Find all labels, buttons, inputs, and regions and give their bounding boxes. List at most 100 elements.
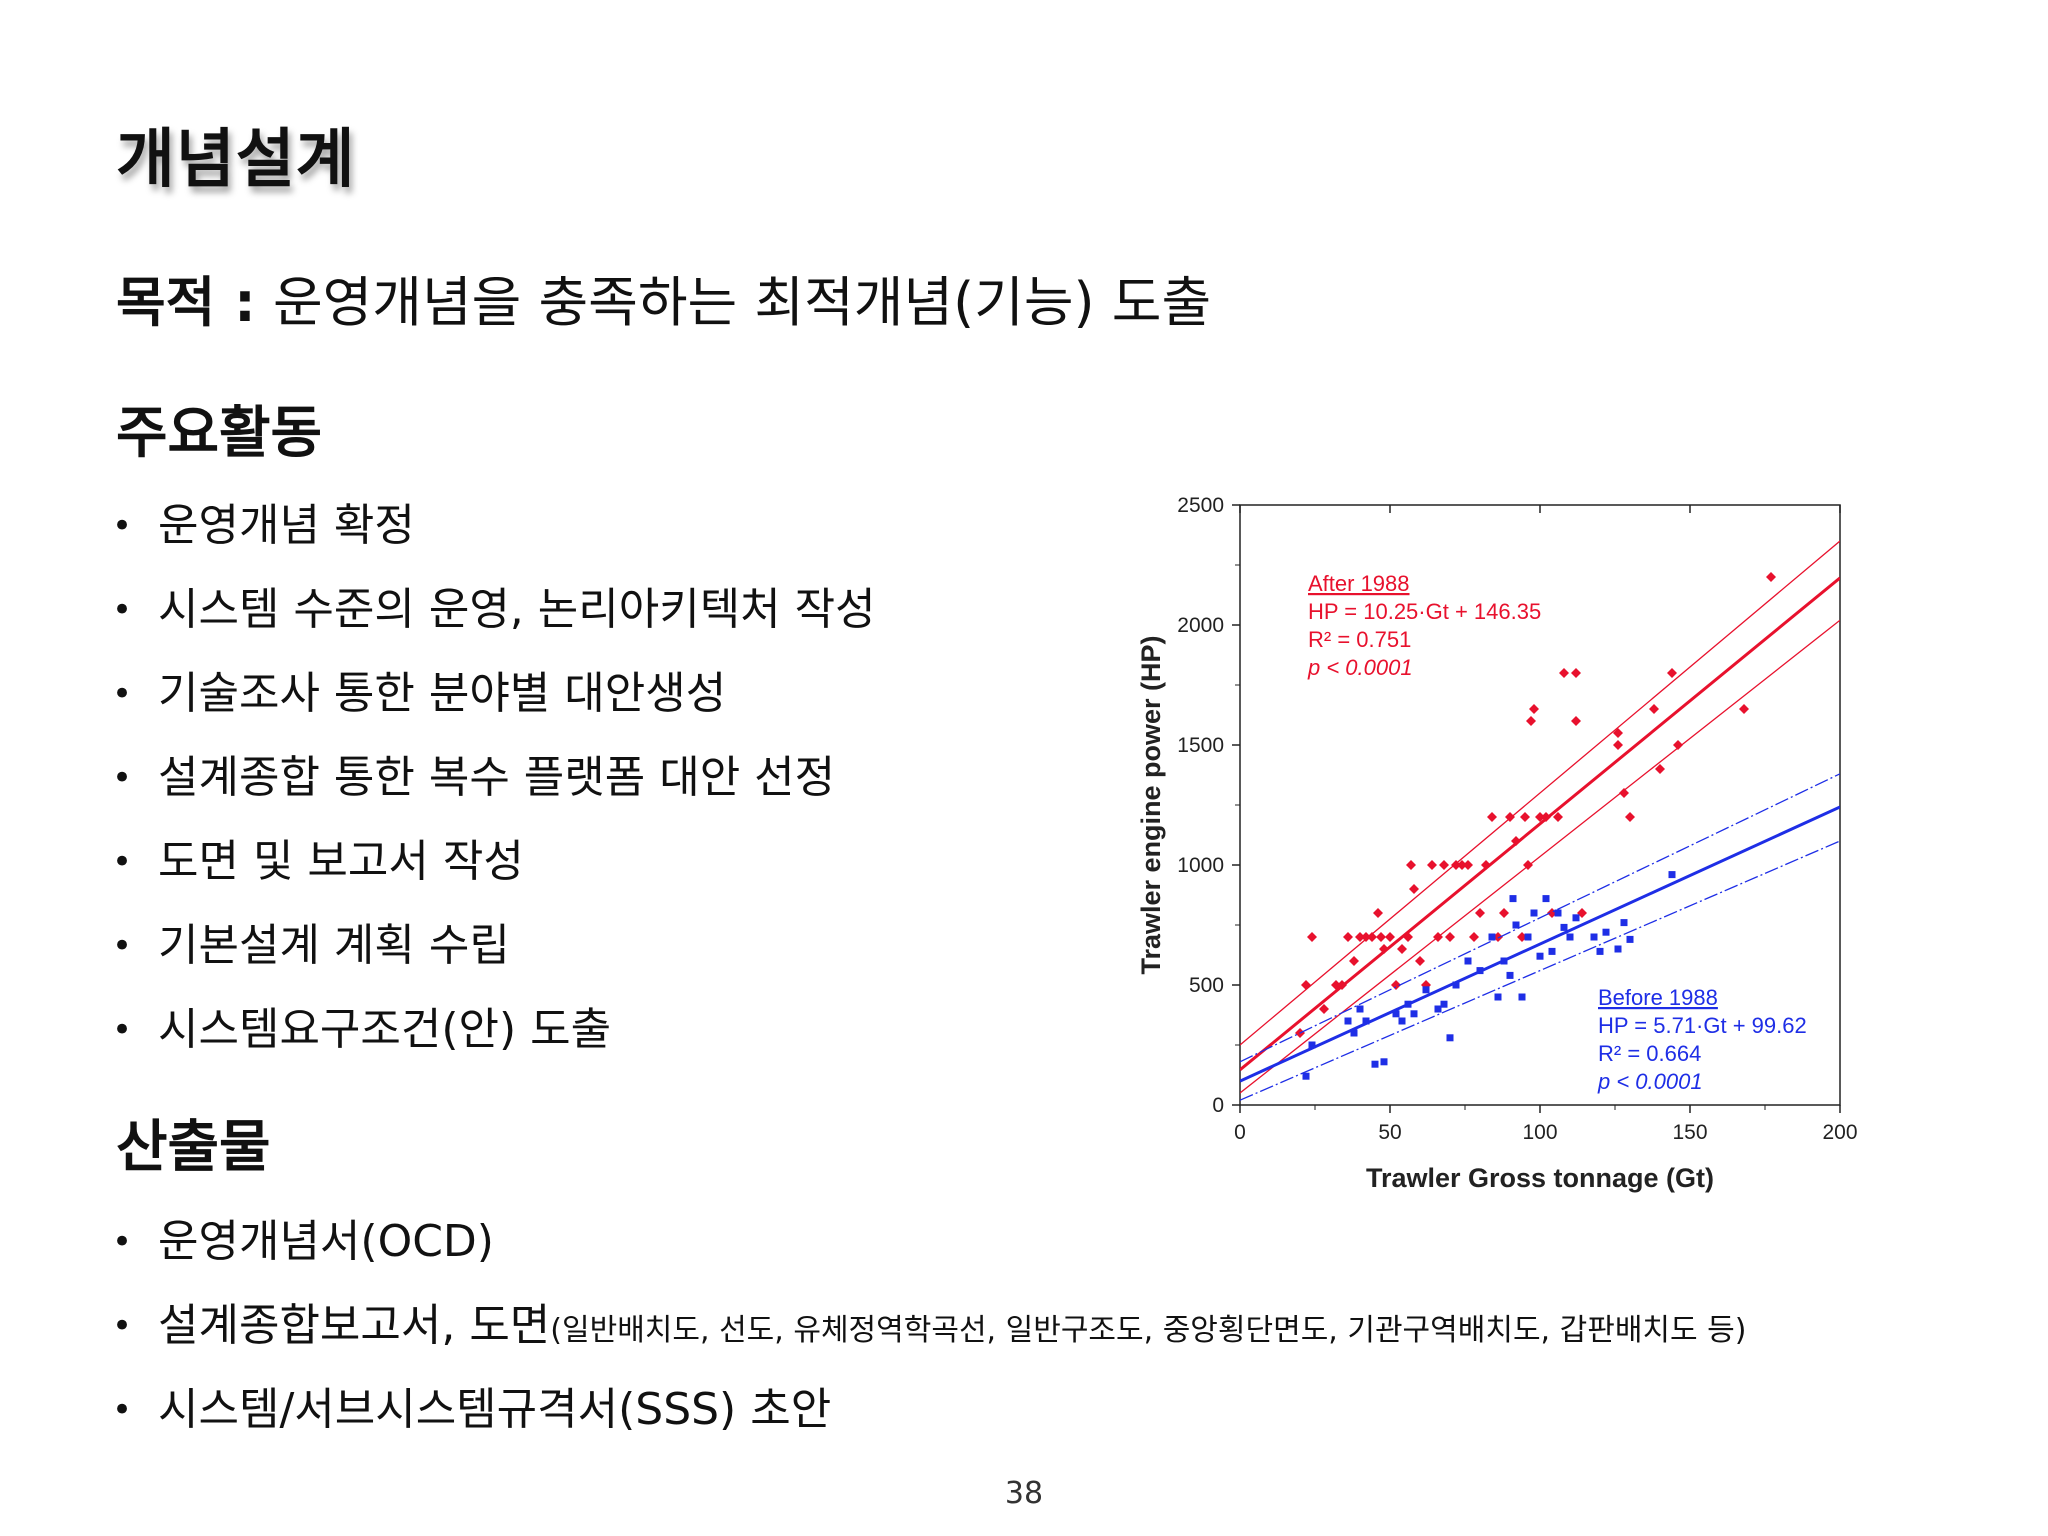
x-tick-label: 0 <box>1234 1121 1246 1144</box>
data-point <box>1614 945 1622 953</box>
data-point <box>1560 923 1568 931</box>
data-point <box>1476 967 1484 975</box>
data-point <box>1566 933 1574 941</box>
data-point <box>1509 895 1517 903</box>
data-point <box>1457 860 1467 870</box>
output-note: (일반배치도, 선도, 유체정역학곡선, 일반구조도, 중앙횡단면도, 기관구역… <box>550 1313 1747 1348</box>
data-point <box>1433 932 1443 942</box>
data-point <box>1559 668 1569 678</box>
data-point <box>1397 944 1407 954</box>
data-point <box>1355 932 1365 942</box>
data-point <box>1451 860 1461 870</box>
confidence-line <box>1240 840 1840 1101</box>
data-point <box>1452 981 1460 989</box>
data-point <box>1554 909 1562 917</box>
data-point <box>1350 1029 1358 1037</box>
y-tick-label: 0 <box>1212 1094 1224 1117</box>
scatter-chart: 0 50 100 150 20005001000150020002500Trawler … <box>1136 494 1858 1193</box>
data-point <box>1526 716 1536 726</box>
data-point <box>1518 993 1526 1001</box>
data-point <box>1529 704 1539 714</box>
data-point <box>1410 1010 1418 1018</box>
data-point <box>1392 1010 1400 1018</box>
data-point <box>1356 1005 1364 1013</box>
data-point <box>1406 860 1416 870</box>
data-point <box>1530 909 1538 917</box>
data-point <box>1649 704 1659 714</box>
series-0 <box>1240 540 1840 1094</box>
data-point <box>1619 788 1629 798</box>
series-1 <box>1240 773 1840 1101</box>
data-point <box>1590 933 1598 941</box>
list-item: 기본설계 계획 수립 <box>112 904 876 988</box>
data-point <box>1349 956 1359 966</box>
purpose-text: 운영개념을 충족하는 최적개념(기능) 도출 <box>272 271 1212 334</box>
data-point <box>1626 935 1634 943</box>
data-point <box>1613 728 1623 738</box>
data-point <box>1571 716 1581 726</box>
x-tick-label: 100 <box>1522 1121 1557 1144</box>
data-point <box>1380 1058 1388 1066</box>
data-point <box>1301 980 1311 990</box>
data-point <box>1500 957 1508 965</box>
list-item: 설계종합 통한 복수 플랫폼 대안 선정 <box>112 736 876 820</box>
data-point <box>1344 1017 1352 1025</box>
data-point <box>1506 971 1514 979</box>
list-item: 설계종합보고서, 도면(일반배치도, 선도, 유체정역학곡선, 일반구조도, 중… <box>112 1284 1746 1368</box>
list-item: 시스템 수준의 운영, 논리아키텍처 작성 <box>112 568 876 652</box>
data-point <box>1439 860 1449 870</box>
data-point <box>1571 668 1581 678</box>
data-point <box>1541 812 1551 822</box>
data-point <box>1535 812 1545 822</box>
confidence-line <box>1240 540 1840 1046</box>
data-point <box>1307 932 1317 942</box>
list-item: 시스템요구조건(안) 도출 <box>112 988 876 1072</box>
data-point <box>1373 908 1383 918</box>
data-point <box>1523 860 1533 870</box>
confidence-line <box>1240 773 1840 1063</box>
data-point <box>1524 933 1532 941</box>
before-annotation-title: Before 1988 <box>1598 985 1718 1010</box>
data-point <box>1602 928 1610 936</box>
y-tick-label: 1000 <box>1177 854 1224 877</box>
y-tick-label: 2500 <box>1177 494 1224 517</box>
data-point <box>1494 993 1502 1001</box>
list-item: 운영개념서(OCD) <box>112 1200 1746 1284</box>
list-item: 시스템/서브시스템규격서(SSS) 초안 <box>112 1368 1746 1452</box>
data-point <box>1572 914 1580 922</box>
data-point <box>1404 1000 1412 1008</box>
after-annotation-p: p < 0.0001 <box>1307 655 1413 680</box>
data-point <box>1487 812 1497 822</box>
data-point <box>1463 860 1473 870</box>
purpose-label: 목적 : <box>116 271 256 334</box>
activities-list: 운영개념 확정 시스템 수준의 운영, 논리아키텍처 작성 기술조사 통한 분야… <box>112 484 876 1072</box>
after-annotation-equation: HP = 10.25·Gt + 146.35 <box>1308 599 1541 624</box>
x-axis-label: Trawler Gross tonnage (Gt) <box>1366 1163 1714 1193</box>
data-point <box>1337 980 1347 990</box>
data-point <box>1403 932 1413 942</box>
list-item: 도면 및 보고서 작성 <box>112 820 876 904</box>
data-point <box>1391 980 1401 990</box>
y-axis-label: Trawler engine power (HP) <box>1136 635 1166 974</box>
data-point <box>1331 980 1341 990</box>
data-point <box>1415 956 1425 966</box>
data-point <box>1469 932 1479 942</box>
x-tick-label: 50 <box>1378 1121 1401 1144</box>
data-point <box>1655 764 1665 774</box>
output-main: 설계종합보고서, 도면 <box>158 1300 551 1351</box>
data-point <box>1505 812 1515 822</box>
after-annotation-r2: R² = 0.751 <box>1308 627 1411 652</box>
data-point <box>1673 740 1683 750</box>
after-annotation-title: After 1988 <box>1308 571 1410 596</box>
data-point <box>1445 932 1455 942</box>
slide-title: 개념설계 <box>116 123 356 197</box>
data-point <box>1367 932 1377 942</box>
data-point <box>1667 668 1677 678</box>
list-item: 기술조사 통한 분야별 대안생성 <box>112 652 876 736</box>
data-point <box>1668 871 1676 879</box>
data-point <box>1379 944 1389 954</box>
outputs-heading: 산출물 <box>116 1115 271 1180</box>
data-point <box>1481 860 1491 870</box>
data-point <box>1464 957 1472 965</box>
data-point <box>1376 932 1386 942</box>
